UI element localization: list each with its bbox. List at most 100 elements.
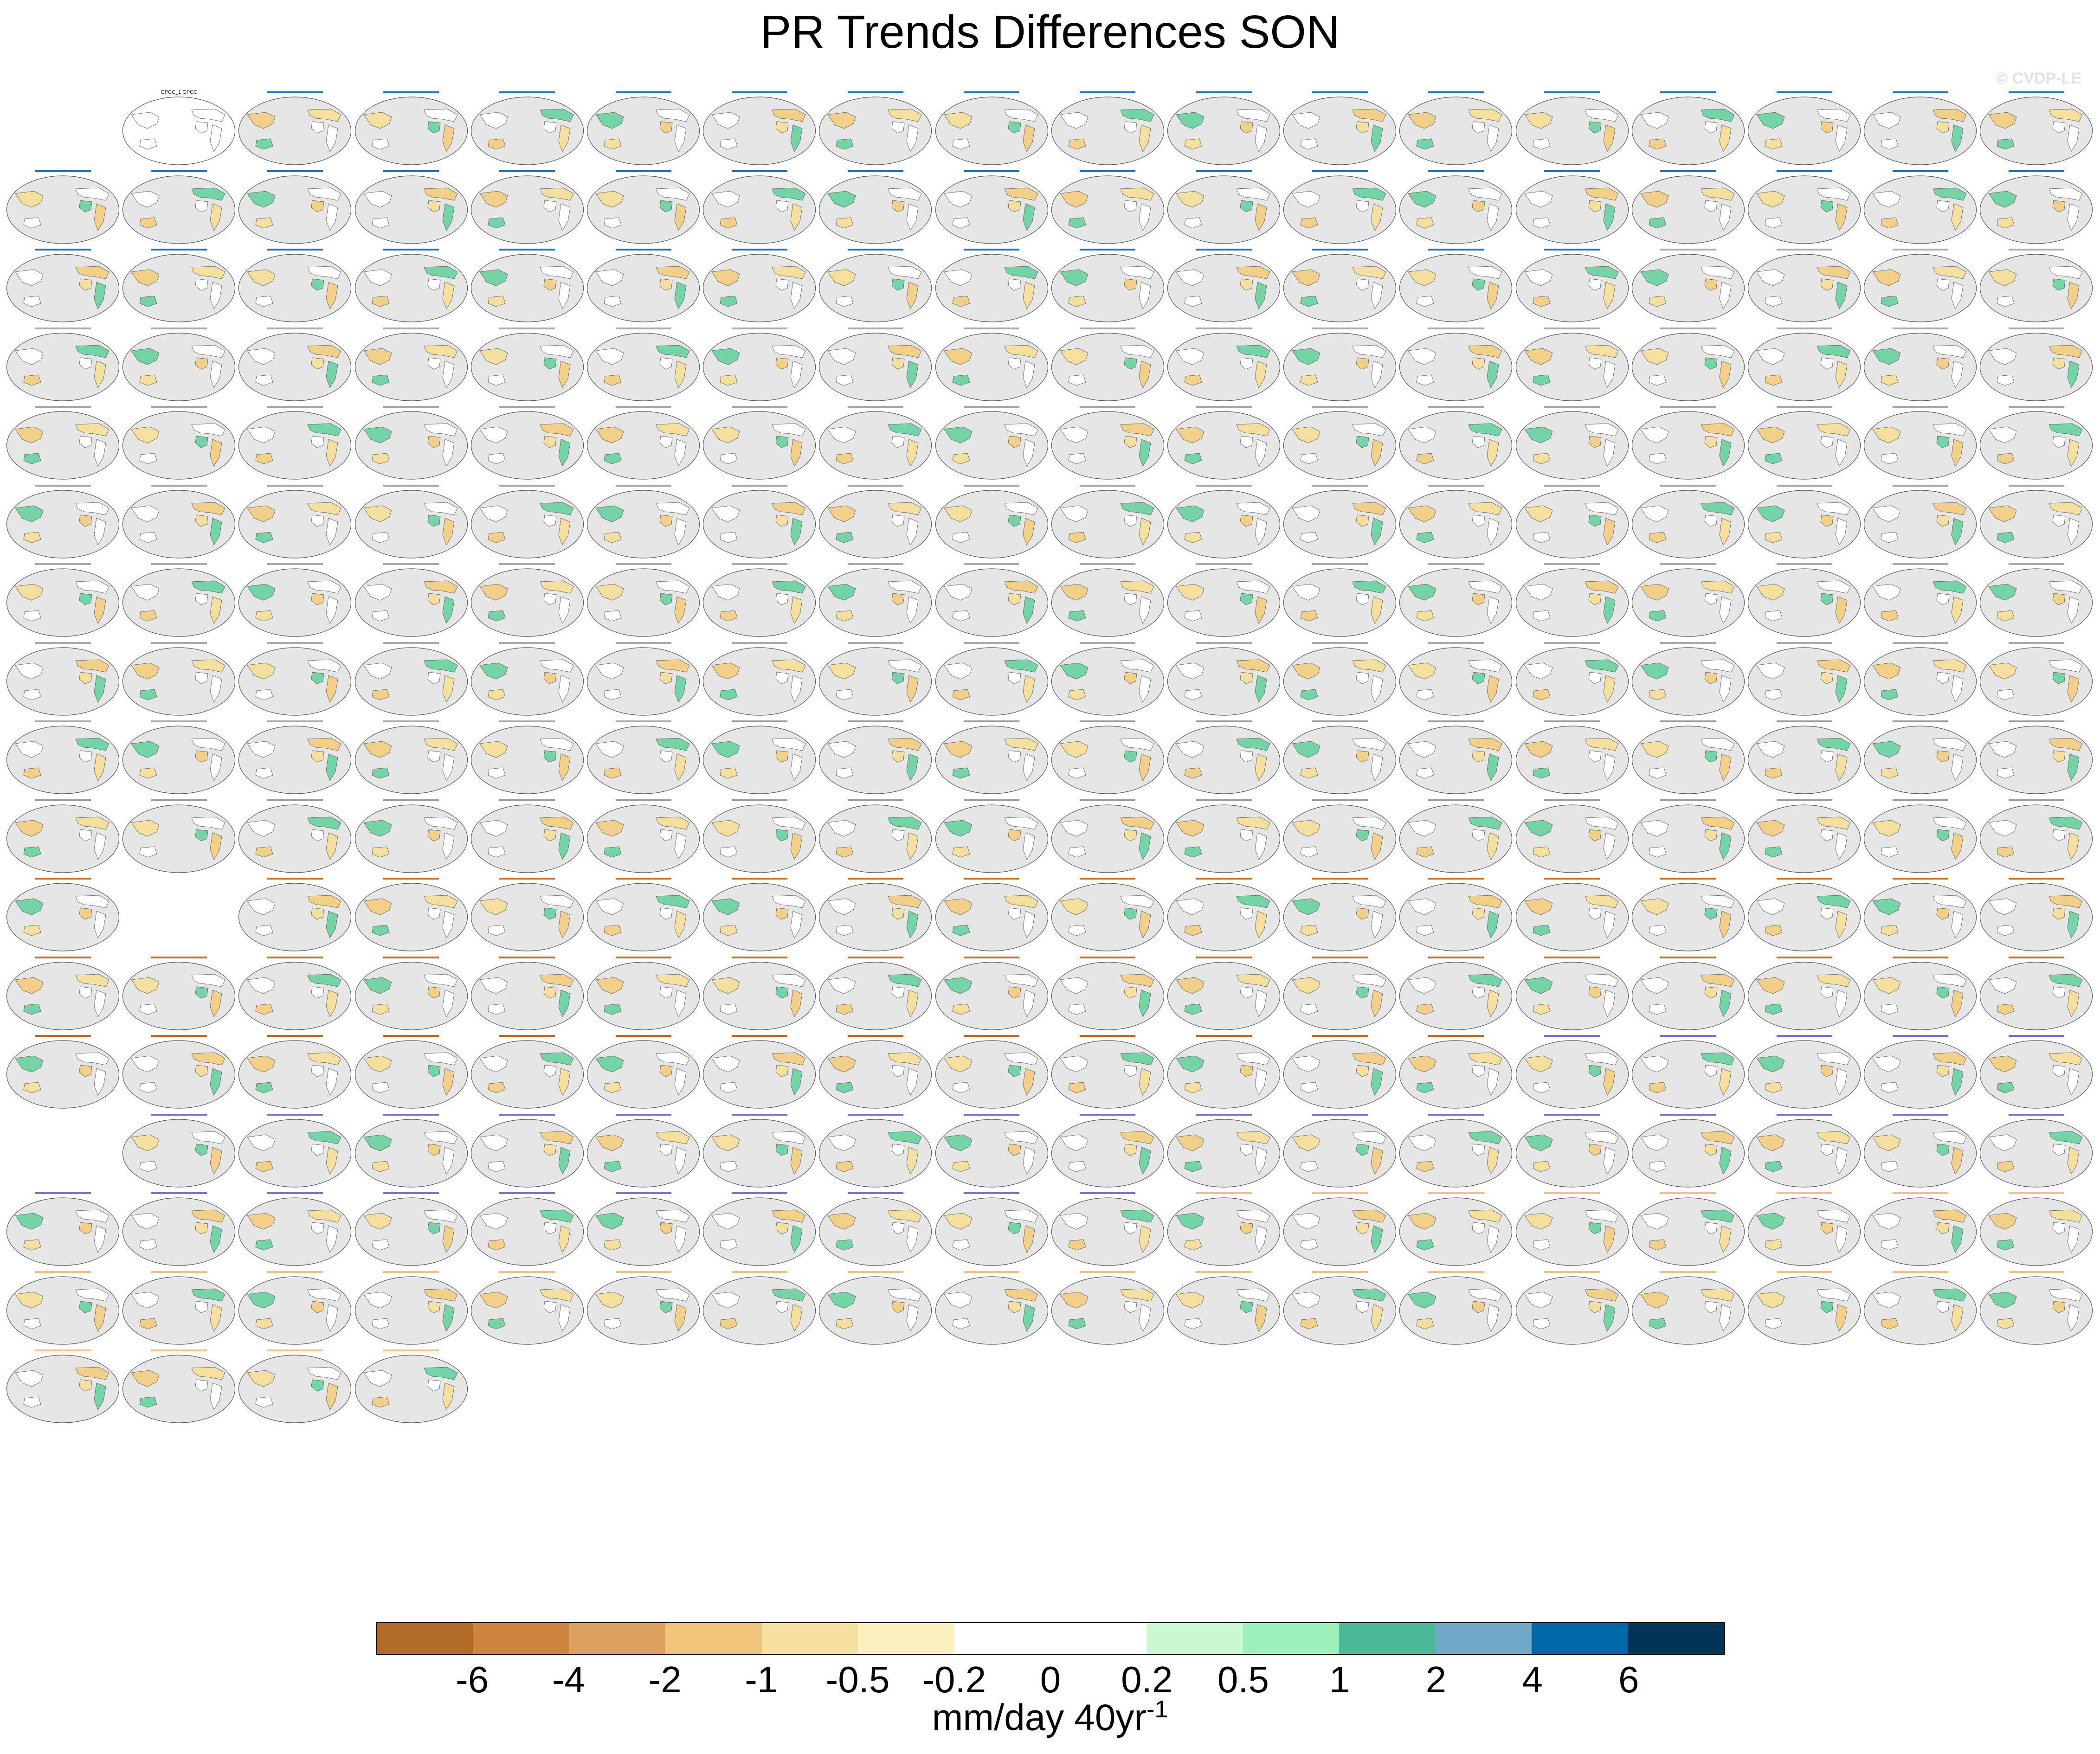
- map-panel: [470, 325, 584, 402]
- land: [363, 348, 392, 365]
- land: [1236, 1052, 1270, 1066]
- world-map: [1631, 1197, 1745, 1266]
- panel-title: [1863, 168, 1977, 174]
- panel-title: [122, 325, 236, 332]
- panel-title: [1863, 561, 1977, 567]
- land: [1408, 977, 1437, 994]
- land: [255, 374, 273, 385]
- land: [2067, 1225, 2080, 1253]
- world-map: [1283, 804, 1397, 873]
- land: [424, 974, 458, 987]
- panel-title: [470, 89, 584, 96]
- map-panel: [1051, 168, 1165, 244]
- land: [1835, 203, 1848, 231]
- land: [1468, 580, 1502, 594]
- world-map: [1399, 489, 1513, 559]
- land: [1236, 659, 1270, 672]
- panel-title-mark: [1544, 956, 1600, 958]
- panel-title-mark: [1428, 327, 1484, 329]
- land: [195, 1379, 208, 1392]
- land: [1701, 1131, 1735, 1144]
- world-map: [238, 1276, 352, 1345]
- panel-title: [586, 954, 700, 961]
- panel-title-mark: [1080, 956, 1136, 958]
- land: [1068, 689, 1086, 700]
- colorbar-tick-label: 0: [1040, 1659, 1061, 1700]
- panel-title: [1399, 1269, 1513, 1275]
- land: [1408, 426, 1437, 443]
- land: [1603, 596, 1616, 624]
- land: [1933, 1052, 1967, 1066]
- land: [1756, 269, 1785, 286]
- land: [1416, 217, 1434, 228]
- panel-title: [238, 482, 352, 489]
- land: [1352, 187, 1386, 200]
- map-panel: [1051, 246, 1165, 323]
- land: [1236, 423, 1270, 437]
- map-panel: [122, 1269, 236, 1345]
- land: [1817, 659, 1851, 672]
- world-map: [1980, 726, 2093, 794]
- land: [326, 517, 338, 546]
- land: [1756, 112, 1785, 129]
- land: [363, 505, 392, 522]
- map-panel: [1283, 1112, 1397, 1188]
- colorbar-tick-label: 6: [1618, 1659, 1639, 1700]
- map-panel: [818, 168, 932, 244]
- land: [1649, 1318, 1667, 1329]
- land: [1603, 1304, 1616, 1332]
- world-map: [1167, 647, 1281, 716]
- panel-title-mark: [499, 1271, 555, 1273]
- world-map: [1051, 411, 1164, 480]
- panel-title: [354, 1190, 468, 1196]
- land: [1139, 1146, 1151, 1175]
- map-panel: [1283, 718, 1397, 795]
- panel-title: [470, 1190, 584, 1196]
- map-panel: [238, 1033, 352, 1109]
- land: [1881, 767, 1899, 779]
- land: [23, 374, 41, 385]
- panel-title-mark: [1080, 484, 1136, 487]
- land: [558, 517, 571, 546]
- panel-title: [238, 1033, 352, 1039]
- land: [363, 1055, 392, 1073]
- land: [1756, 662, 1785, 679]
- panel-title-mark: [151, 327, 207, 329]
- land: [23, 846, 41, 857]
- land: [1408, 269, 1437, 286]
- land: [311, 1222, 324, 1234]
- world-map: [935, 489, 1048, 559]
- land: [75, 895, 110, 908]
- panel-title: [238, 954, 352, 961]
- land: [558, 1225, 571, 1253]
- land: [1300, 1318, 1318, 1329]
- panel-title-mark: [1544, 1035, 1600, 1037]
- land: [427, 1144, 441, 1156]
- land: [1300, 689, 1318, 700]
- panel-title: [1747, 1190, 1861, 1196]
- world-map: [1051, 647, 1164, 716]
- land: [326, 124, 338, 152]
- colorbar-tick-label: -0.2: [922, 1659, 986, 1700]
- map-panel: [1399, 1112, 1513, 1188]
- land: [943, 662, 973, 679]
- map-panel: [1747, 1033, 1861, 1109]
- panel-title-mark: [964, 563, 1020, 565]
- land: [139, 453, 157, 464]
- panel-title-mark: [1080, 799, 1136, 801]
- map-panel: [1863, 1190, 1977, 1266]
- panel-title: [1979, 325, 2093, 332]
- land: [540, 187, 574, 200]
- map-panel: [1167, 89, 1281, 166]
- land: [827, 584, 856, 601]
- map-panel: [1631, 1112, 1745, 1188]
- land: [79, 514, 92, 527]
- land: [1603, 360, 1616, 388]
- land: [210, 203, 222, 231]
- land: [247, 269, 276, 286]
- world-map: [238, 254, 352, 322]
- world-map: [1864, 961, 1977, 1030]
- world-map: [1051, 489, 1164, 559]
- land: [943, 426, 973, 443]
- land: [1356, 672, 1369, 684]
